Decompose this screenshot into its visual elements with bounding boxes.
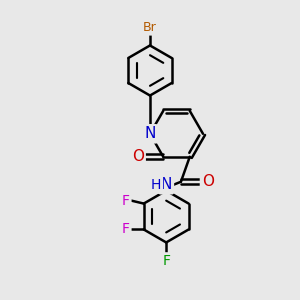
Text: F: F xyxy=(122,223,130,236)
Text: F: F xyxy=(122,194,130,208)
Text: H: H xyxy=(151,178,161,192)
Text: F: F xyxy=(162,254,170,268)
Text: N: N xyxy=(144,126,156,141)
Text: O: O xyxy=(202,174,214,189)
Text: N: N xyxy=(160,177,172,192)
Text: O: O xyxy=(132,149,144,164)
Text: Br: Br xyxy=(143,21,157,34)
